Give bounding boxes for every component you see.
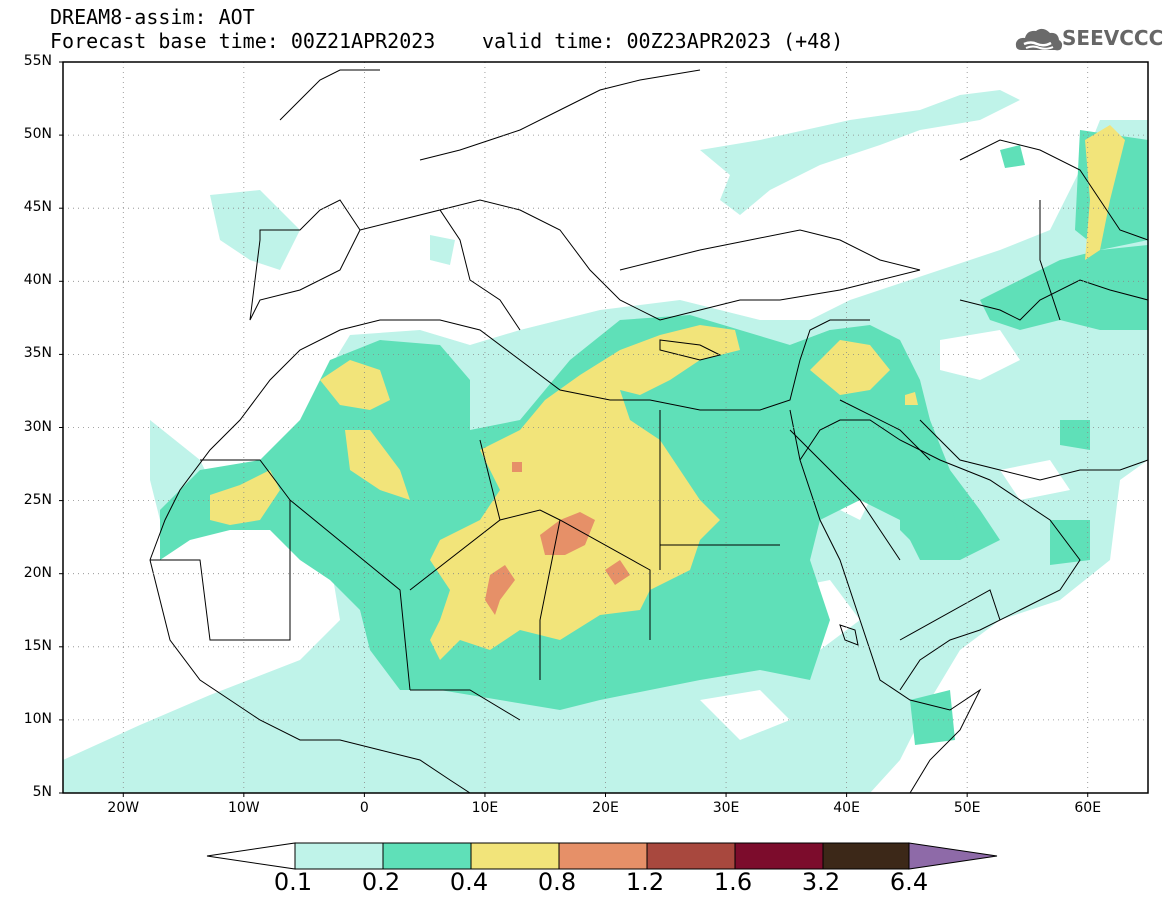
colorbar-box-2 — [470, 842, 560, 870]
colorbar-label: 3.2 — [801, 868, 841, 896]
colorbar-upper-arrow — [908, 842, 998, 870]
aot-contour-0.8 — [485, 462, 630, 615]
lat-tick-label: 25N — [23, 491, 52, 508]
lat-tick-label: 35N — [23, 345, 52, 362]
lat-tick-label: 20N — [23, 564, 52, 581]
coastlines — [149, 69, 1148, 793]
colorbar-box-5 — [734, 842, 824, 870]
axis-ticks — [59, 61, 1089, 797]
cloud-logo-icon — [1015, 28, 1063, 51]
lon-tick-label: 40E — [833, 800, 860, 816]
lat-tick-label: 5N — [32, 784, 52, 800]
colorbar-label: 0.4 — [449, 868, 489, 896]
colorbar — [206, 842, 998, 870]
colorbar-label: 1.2 — [625, 868, 665, 896]
lat-tick-label: 55N — [23, 53, 52, 69]
colorbar-box-6 — [822, 842, 910, 870]
lat-lon-grid — [63, 62, 1148, 793]
lon-tick-label: 10W — [227, 800, 260, 816]
lon-tick-label: 20E — [592, 800, 619, 816]
lat-tick-label: 45N — [23, 199, 52, 216]
lat-tick-label: 40N — [23, 272, 52, 289]
lat-tick-label: 30N — [23, 418, 52, 435]
logo-text: SEEVCCC — [1062, 26, 1164, 50]
lon-tick-label: 10E — [471, 800, 499, 816]
colorbar-label: 0.2 — [361, 868, 401, 896]
colorbar-box-4 — [646, 842, 736, 870]
lon-tick-label: 60E — [1074, 800, 1102, 816]
lat-tick-label: 15N — [23, 637, 52, 654]
lon-tick-label: 30E — [712, 800, 740, 816]
lon-tick-label: 20W — [107, 800, 140, 816]
colorbar-box-3 — [558, 842, 648, 870]
title-base-time: Forecast base time: 00Z21APR2023 — [50, 29, 436, 53]
title-line1: DREAM8-assim: AOT — [50, 5, 255, 29]
title-valid-time: valid time: 00Z23APR2023 (+48) — [482, 29, 844, 53]
lat-tick-label: 50N — [23, 126, 52, 143]
lon-tick-label: 0 — [359, 800, 369, 816]
colorbar-label: 1.6 — [713, 868, 753, 896]
colorbar-box-1 — [382, 842, 472, 870]
colorbar-label: 0.8 — [537, 868, 577, 896]
colorbar-label: 6.4 — [889, 868, 929, 896]
lon-tick-label: 50E — [953, 800, 981, 816]
colorbar-box-0 — [294, 842, 384, 870]
colorbar-lower-arrow — [206, 842, 296, 870]
lat-tick-label: 10N — [23, 710, 52, 727]
colorbar-label: 0.1 — [273, 868, 313, 896]
